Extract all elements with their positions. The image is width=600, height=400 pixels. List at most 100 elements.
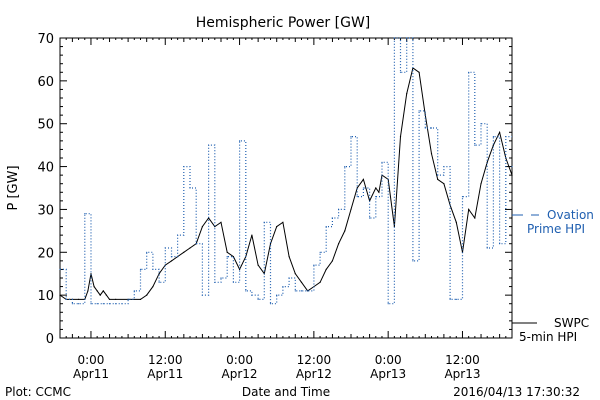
swpc-point [294, 273, 296, 275]
ovation-point [139, 268, 142, 270]
swpc-point [152, 286, 154, 288]
swpc-point [418, 71, 420, 73]
ovation-point [170, 256, 173, 258]
swpc-point [108, 298, 111, 300]
ovation-point [84, 213, 86, 215]
swpc-point [319, 281, 321, 283]
ovation-point [269, 303, 272, 305]
ovation-point [146, 251, 148, 253]
ovation-point [59, 268, 61, 270]
swpc-point [201, 226, 203, 228]
ovation-point [90, 303, 92, 305]
y-tick-label: 10 [37, 289, 54, 304]
swpc-point [87, 290, 89, 292]
ovation-point [393, 37, 395, 39]
ovation-point [307, 290, 309, 292]
x-tick-label-date: Apr12 [296, 367, 332, 381]
swpc-point [78, 298, 80, 300]
ovation-point [226, 256, 228, 258]
swpc-point [226, 251, 228, 253]
ovation-point [443, 166, 445, 168]
ovation-point [294, 290, 296, 292]
ovation-point [152, 268, 154, 270]
x-tick-label-date: Apr13 [370, 367, 406, 381]
swpc-point [59, 294, 61, 296]
y-tick-label: 60 [37, 75, 54, 90]
ovation-point [201, 294, 203, 296]
swpc-point [276, 226, 278, 228]
ovation-point [331, 217, 333, 219]
ovation-point [263, 221, 265, 223]
ovation-point [486, 247, 488, 249]
swpc-point [220, 221, 222, 223]
ovation-point [102, 303, 104, 305]
x-tick-label-date: Apr12 [222, 367, 258, 381]
swpc-point [437, 178, 439, 180]
x-axis-label: Date and Time [242, 385, 330, 399]
swpc-point [96, 290, 98, 292]
legend-ovation-label-line1: Ovation [547, 208, 594, 222]
ovation-point [505, 136, 507, 138]
ovation-point [183, 166, 185, 168]
ovation-point [65, 298, 67, 300]
ovation-point [282, 286, 284, 288]
ovation-point [239, 140, 241, 142]
swpc-point [430, 153, 433, 155]
ovation-point [461, 196, 464, 198]
swpc-point [300, 281, 303, 283]
y-axis: 0 10 20 30 40 50 60 70 [37, 32, 512, 347]
swpc-point [251, 234, 253, 236]
ovation-point [406, 37, 408, 39]
swpc-point [375, 187, 377, 189]
x-tick-label-time: 12:00 [445, 353, 480, 367]
ovation-point [177, 234, 179, 236]
x-tick-label-time: 12:00 [148, 353, 183, 367]
swpc-point [90, 273, 92, 275]
ovation-point [480, 123, 482, 125]
ovation-point [300, 290, 303, 292]
y-tick-label: 70 [37, 32, 54, 47]
swpc-point [93, 286, 95, 288]
ovation-point [430, 127, 433, 129]
ovation-point [71, 303, 73, 305]
swpc-point [350, 208, 352, 210]
ovation-point [245, 290, 247, 292]
x-tick-label-time: 12:00 [297, 353, 332, 367]
ovation-point [257, 298, 259, 300]
swpc-point [257, 264, 259, 266]
ovation-point [288, 277, 290, 279]
swpc-point [214, 226, 216, 228]
legend-swpc: SWPC 5-min HPI [512, 316, 589, 344]
swpc-point [344, 230, 346, 232]
ovation-point [325, 226, 327, 228]
ovation-point [313, 264, 315, 266]
ovation-point [424, 127, 426, 129]
swpc-point [170, 260, 173, 262]
ovation-point [115, 303, 117, 305]
ovation-point [220, 277, 222, 279]
swpc-point [105, 294, 107, 296]
swpc-point [338, 243, 340, 245]
swpc-point [378, 191, 380, 193]
ovation-point [468, 71, 470, 73]
swpc-point [356, 187, 358, 189]
y-tick-label: 40 [37, 161, 54, 176]
ovation-point [208, 144, 210, 146]
ovation-point [108, 303, 111, 305]
swpc-point [362, 178, 364, 180]
swpc-point [325, 268, 327, 270]
x-tick-label-time: 0:00 [375, 353, 402, 367]
ovation-point [474, 144, 476, 146]
ovation-point [319, 251, 321, 253]
ovation-point [127, 298, 129, 300]
ovation-point [492, 136, 494, 138]
swpc-point [183, 251, 185, 253]
swpc-point [499, 131, 501, 133]
swpc-point [282, 221, 284, 223]
swpc-point [115, 298, 117, 300]
ovation-point [455, 298, 457, 300]
x-axis: 0:00Apr1112:00Apr110:00Apr1212:00Apr120:… [59, 38, 513, 381]
ovation-point [133, 290, 135, 292]
series-ovation-line [60, 37, 512, 305]
